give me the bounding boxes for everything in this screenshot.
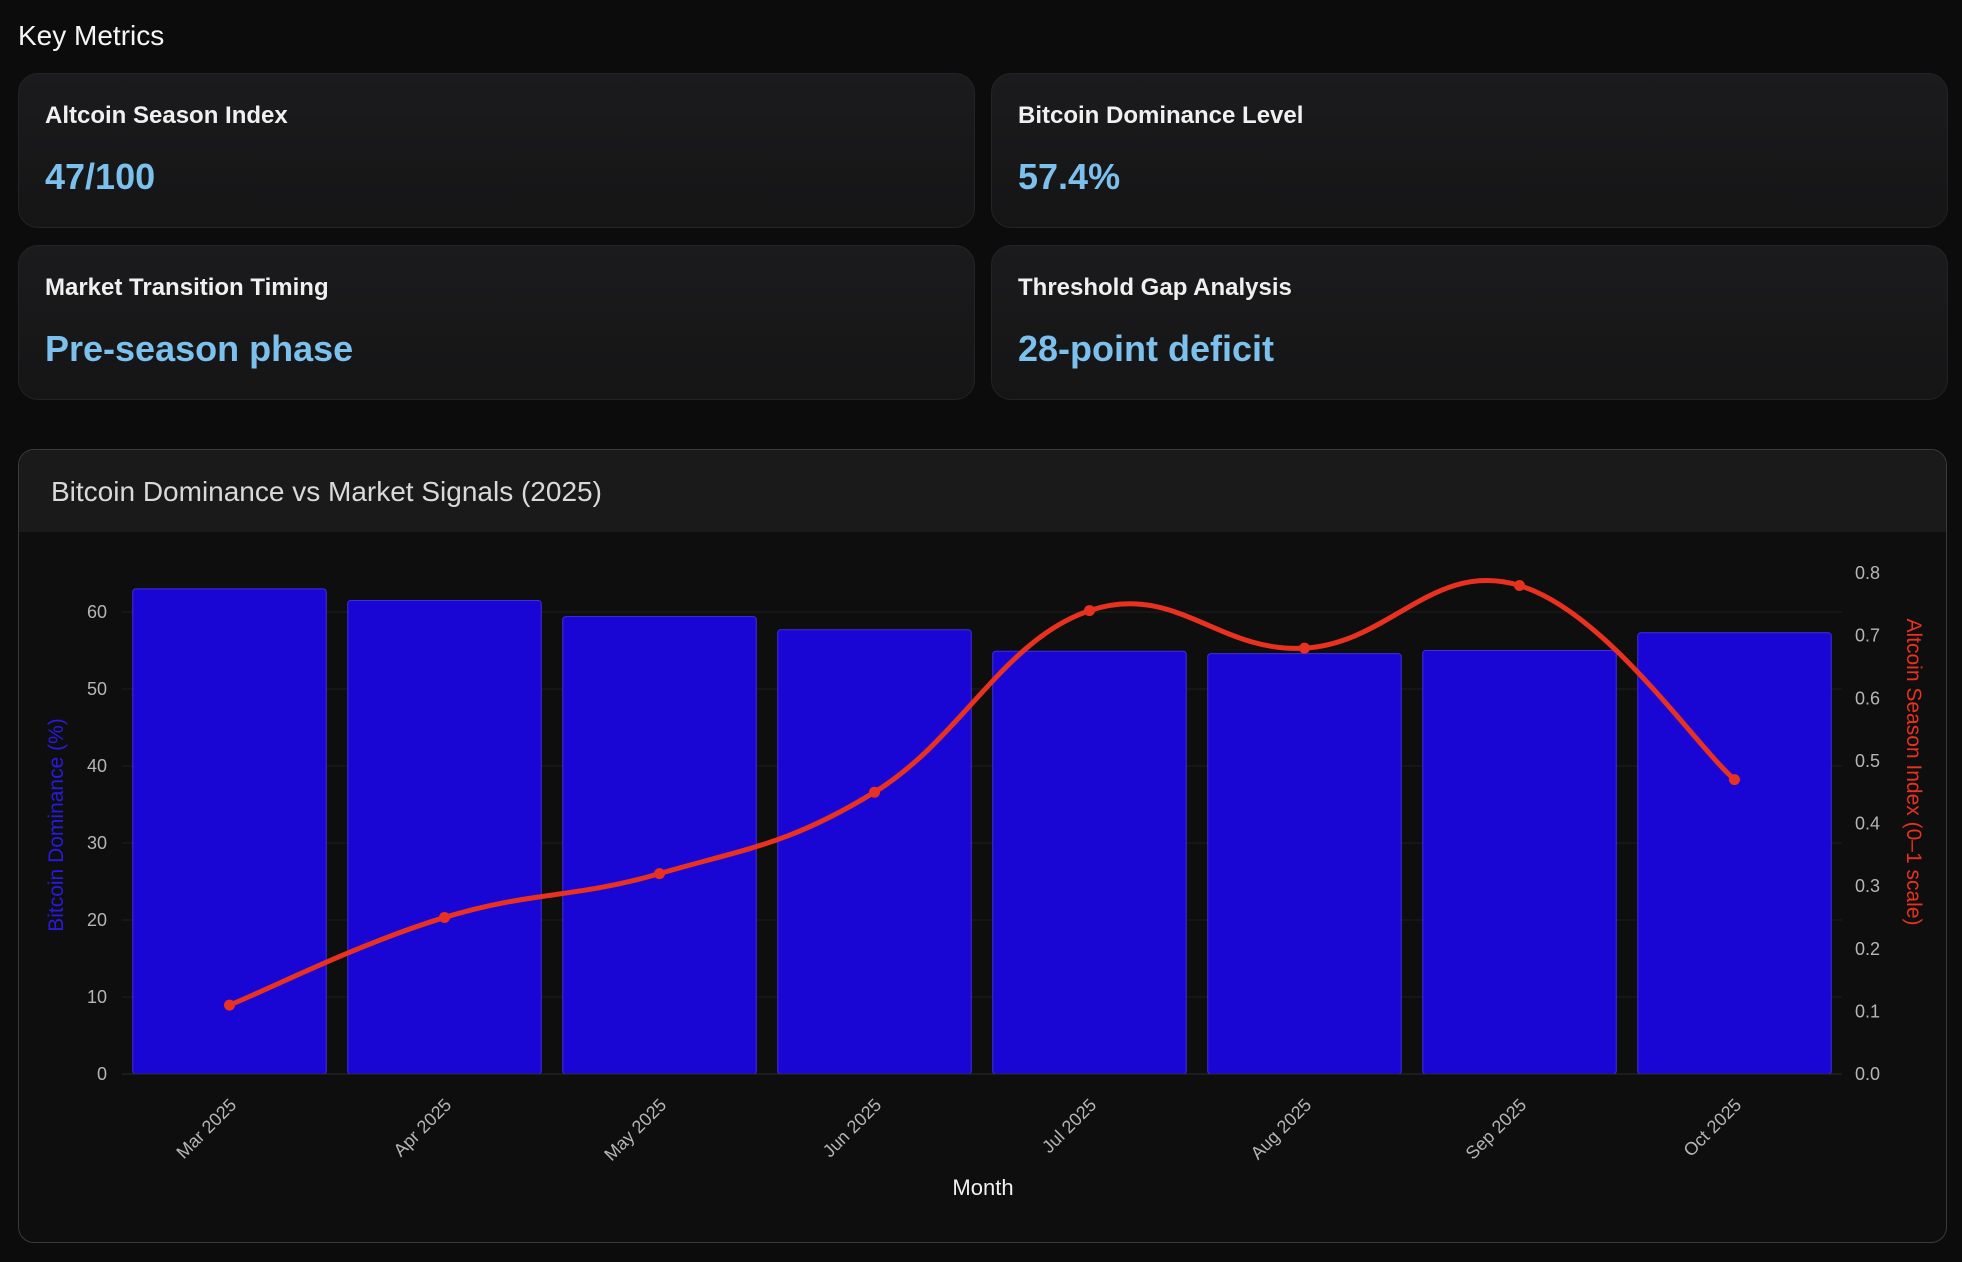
y-right-tick-label: 0.8 xyxy=(1855,563,1880,583)
bar xyxy=(347,599,542,1075)
y-left-axis-label: Bitcoin Dominance (%) xyxy=(45,718,68,932)
y-left-tick-label: 20 xyxy=(87,910,107,930)
y-left-tick-label: 40 xyxy=(87,756,107,776)
chart-header: Bitcoin Dominance vs Market Signals (202… xyxy=(19,450,1946,532)
x-tick-label: May 2025 xyxy=(600,1095,670,1165)
line-point xyxy=(439,911,450,923)
y-right-tick-label: 0.3 xyxy=(1855,876,1880,896)
y-right-tick-label: 0.4 xyxy=(1855,814,1880,834)
combo-chart: 0 10 20 30 40 50 60 0.0 0.1 0.2 0.3 0.4 0.5 0.6 0.7 0.8… xyxy=(45,563,1925,1200)
bar xyxy=(992,650,1187,1075)
metric-value: 47/100 xyxy=(45,156,156,197)
x-tick-label: Mar 2025 xyxy=(172,1095,240,1163)
metric-card-market-transition-timing: Market Transition Timing Pre-season phas… xyxy=(18,245,975,400)
x-tick-label: Jul 2025 xyxy=(1038,1095,1100,1157)
y-right-tick-label: 0.2 xyxy=(1855,939,1880,959)
bar xyxy=(1207,653,1402,1075)
x-tick-label: Oct 2025 xyxy=(1680,1095,1746,1161)
line-point xyxy=(224,999,235,1011)
metric-label: Market Transition Timing xyxy=(45,274,329,301)
line-point xyxy=(1084,605,1095,617)
metric-label: Bitcoin Dominance Level xyxy=(1018,102,1304,129)
line-point xyxy=(1729,774,1740,786)
bar xyxy=(777,629,972,1075)
y-left-tick-label: 30 xyxy=(87,833,107,853)
y-left-tick-label: 0 xyxy=(97,1064,107,1084)
bar xyxy=(1637,632,1832,1075)
y-right-tick-label: 0.7 xyxy=(1855,626,1880,646)
metric-value: Pre-season phase xyxy=(45,328,354,369)
y-right-tick-label: 0.6 xyxy=(1855,688,1880,708)
metric-value: 57.4% xyxy=(1018,156,1121,197)
series-line xyxy=(227,578,1737,1008)
metric-label: Altcoin Season Index xyxy=(45,102,288,129)
chart-title: Bitcoin Dominance vs Market Signals (202… xyxy=(51,476,602,507)
y-left-tick-label: 10 xyxy=(87,987,107,1007)
bar xyxy=(1422,650,1617,1075)
x-tick-label: Aug 2025 xyxy=(1247,1095,1316,1164)
bar xyxy=(562,616,757,1075)
y-right-axis-label: Altcoin Season Index (0–1 scale) xyxy=(1902,618,1925,925)
key-metrics-title: Key Metrics xyxy=(18,20,165,51)
x-axis-label: Month xyxy=(952,1175,1013,1200)
chart-panel: Bitcoin Dominance vs Market Signals (202… xyxy=(18,449,1947,1243)
y-right-tick-label: 0.1 xyxy=(1855,1001,1880,1021)
metric-card-altcoin-season-index: Altcoin Season Index 47/100 xyxy=(18,73,975,228)
y-left-tick-label: 50 xyxy=(87,679,107,699)
line-point xyxy=(1514,580,1525,592)
y-left-tick-label: 60 xyxy=(87,602,107,622)
x-tick-label: Sep 2025 xyxy=(1462,1095,1531,1164)
line-point xyxy=(869,786,880,798)
metric-card-bitcoin-dominance-level: Bitcoin Dominance Level 57.4% xyxy=(991,73,1948,228)
metric-label: Threshold Gap Analysis xyxy=(1018,274,1292,301)
metric-value: 28-point deficit xyxy=(1018,328,1275,369)
line-point xyxy=(1299,642,1310,654)
x-tick-label: Jun 2025 xyxy=(819,1095,886,1162)
metric-card-threshold-gap-analysis: Threshold Gap Analysis 28-point deficit xyxy=(991,245,1948,400)
y-right-tick-label: 0.0 xyxy=(1855,1064,1880,1084)
y-right-tick-label: 0.5 xyxy=(1855,751,1880,771)
line-point xyxy=(654,868,665,880)
x-tick-label: Apr 2025 xyxy=(390,1095,456,1161)
